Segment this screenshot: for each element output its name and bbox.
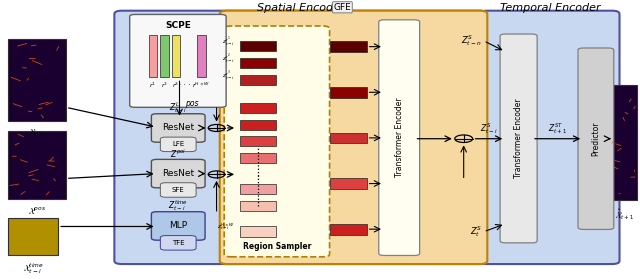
Bar — [197, 35, 205, 77]
FancyBboxPatch shape — [130, 15, 226, 107]
Text: ResNet: ResNet — [162, 169, 195, 178]
Bar — [239, 136, 276, 146]
FancyBboxPatch shape — [379, 20, 420, 256]
Text: $Z^{poi}$: $Z^{poi}$ — [170, 148, 186, 160]
Text: $z^{r^1}_{t-i}$: $z^{r^1}_{t-i}$ — [221, 36, 234, 49]
Text: GFE: GFE — [333, 3, 351, 12]
Text: $r^1$: $r^1$ — [149, 81, 157, 90]
Text: $\mathcal{X}_{t-i}$: $\mathcal{X}_{t-i}$ — [28, 128, 47, 140]
FancyBboxPatch shape — [578, 48, 614, 229]
Bar — [8, 131, 66, 199]
Bar — [8, 39, 66, 121]
Bar — [330, 87, 367, 98]
Bar — [239, 58, 276, 68]
Text: $\mathcal{X}^{time}_{t-i}$: $\mathcal{X}^{time}_{t-i}$ — [23, 261, 44, 276]
Text: $Z^S_{t-i}$: $Z^S_{t-i}$ — [480, 121, 497, 136]
FancyBboxPatch shape — [152, 114, 205, 142]
FancyBboxPatch shape — [479, 11, 620, 264]
Text: Transformer Encoder: Transformer Encoder — [395, 98, 404, 177]
Text: LFE: LFE — [172, 141, 184, 147]
FancyBboxPatch shape — [220, 11, 487, 264]
Bar — [149, 35, 157, 77]
FancyBboxPatch shape — [161, 183, 196, 197]
Text: Predictor: Predictor — [591, 121, 600, 156]
Bar — [239, 201, 276, 211]
Text: $r^{H\times W}$: $r^{H\times W}$ — [193, 81, 211, 90]
Bar — [239, 120, 276, 130]
Text: $r^3$: $r^3$ — [172, 81, 180, 90]
Bar — [161, 35, 169, 77]
Text: $Z^{ST}_{t+1}$: $Z^{ST}_{t+1}$ — [548, 121, 567, 136]
Bar — [239, 74, 276, 85]
Text: $z^{H\times W}_{t-i}$: $z^{H\times W}_{t-i}$ — [217, 221, 234, 232]
Text: SFE: SFE — [172, 187, 184, 193]
Text: $\mathcal{X}^{pos}$: $\mathcal{X}^{pos}$ — [28, 206, 46, 216]
Bar — [239, 184, 276, 194]
Text: · · · · ·: · · · · · — [174, 81, 195, 90]
Bar — [8, 218, 58, 256]
Text: $z^{r^2}_{t-i}$: $z^{r^2}_{t-i}$ — [221, 53, 234, 66]
FancyBboxPatch shape — [115, 11, 487, 264]
FancyBboxPatch shape — [224, 26, 330, 257]
Text: $Z^S_{t-n}$: $Z^S_{t-n}$ — [461, 33, 482, 48]
Text: $Z^L_{t-i}$: $Z^L_{t-i}$ — [170, 100, 187, 115]
Text: $\hat{\mathcal{X}}_{t+1}$: $\hat{\mathcal{X}}_{t+1}$ — [614, 207, 634, 222]
Text: MLP: MLP — [169, 222, 188, 230]
Bar — [330, 41, 367, 52]
Bar — [330, 133, 367, 143]
Text: $Z^S_t$: $Z^S_t$ — [470, 224, 482, 239]
Text: SCPE: SCPE — [165, 21, 191, 30]
Text: TFE: TFE — [172, 240, 184, 246]
Text: Temporal Encoder: Temporal Encoder — [500, 3, 600, 13]
Bar — [330, 178, 367, 189]
Text: Region Sampler: Region Sampler — [243, 242, 311, 251]
Text: $z^{r^3}_{t-i}$: $z^{r^3}_{t-i}$ — [221, 70, 234, 83]
Bar — [330, 224, 367, 235]
Text: Spatial Encoder: Spatial Encoder — [257, 3, 345, 13]
FancyBboxPatch shape — [152, 212, 205, 240]
Bar — [239, 227, 276, 237]
FancyBboxPatch shape — [500, 34, 537, 243]
Bar — [239, 153, 276, 163]
Bar — [611, 85, 637, 200]
FancyBboxPatch shape — [152, 159, 205, 188]
FancyBboxPatch shape — [161, 235, 196, 250]
Bar — [239, 103, 276, 113]
Bar — [239, 41, 276, 52]
FancyBboxPatch shape — [161, 137, 196, 151]
Text: $Z^{time}_{t-i}$: $Z^{time}_{t-i}$ — [168, 198, 188, 213]
Bar — [172, 35, 180, 77]
Text: pos: pos — [184, 98, 198, 107]
Text: $r^2$: $r^2$ — [161, 81, 168, 90]
Text: ResNet: ResNet — [162, 124, 195, 133]
Text: Transformer Encoder: Transformer Encoder — [514, 99, 523, 178]
